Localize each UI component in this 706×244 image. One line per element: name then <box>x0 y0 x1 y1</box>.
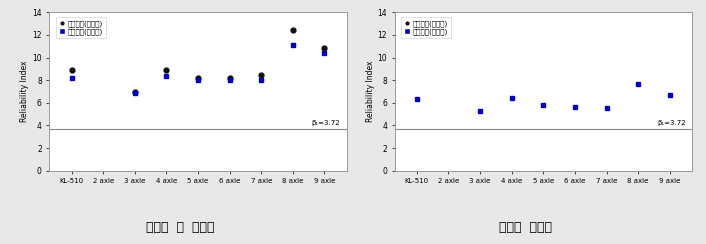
Legend: 휘모멘트(중앙부), 휘모멘트(지점부): 휘모멘트(중앙부), 휘모멘트(지점부) <box>56 17 106 38</box>
Text: 중앙부  휘  모멘트: 중앙부 휘 모멘트 <box>145 221 215 234</box>
Y-axis label: Reliability Index: Reliability Index <box>366 61 375 122</box>
Text: β₁=3.72: β₁=3.72 <box>657 120 686 126</box>
Text: 지점부  전단력: 지점부 전단력 <box>499 221 553 234</box>
Text: β₁=3.72: β₁=3.72 <box>311 120 340 126</box>
Y-axis label: Reliability Index: Reliability Index <box>20 61 30 122</box>
Legend: 휘모멘트(중앙부), 휘모멘트(지점부): 휘모멘트(중앙부), 휘모멘트(지점부) <box>401 17 451 38</box>
